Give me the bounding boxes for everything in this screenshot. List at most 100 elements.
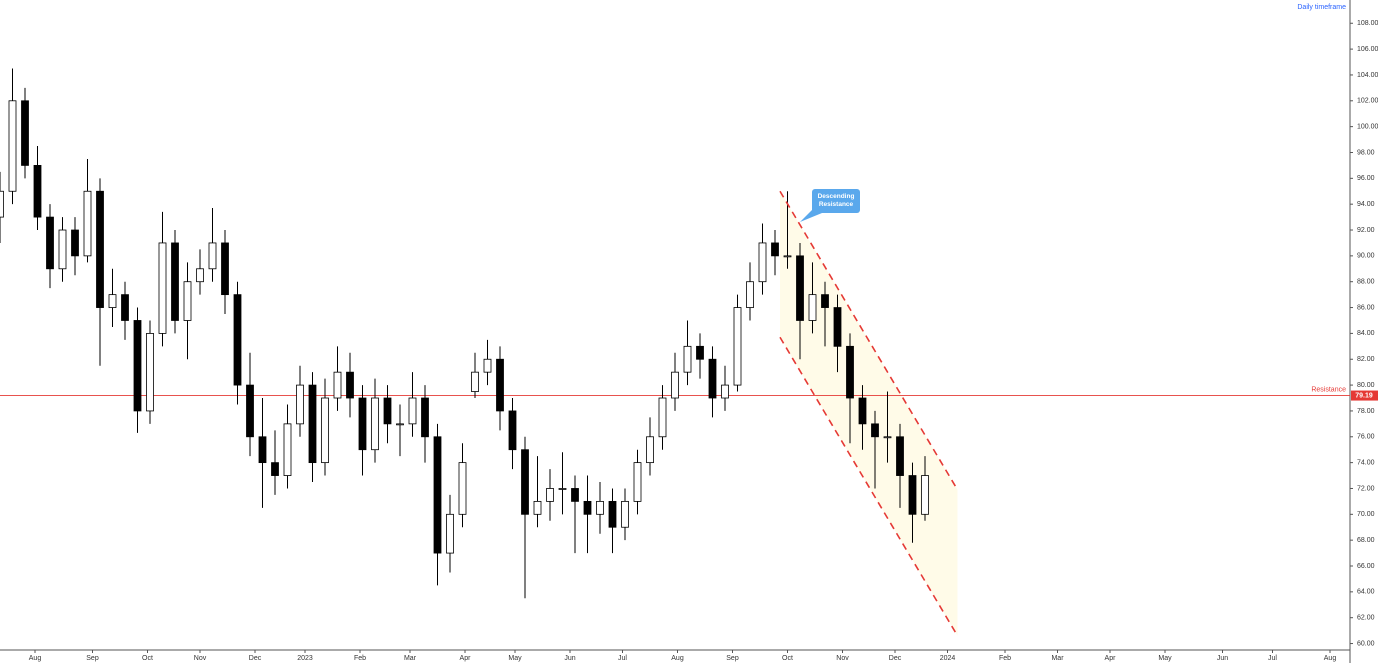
x-tick-label: Sep	[86, 655, 99, 662]
y-tick-label: 86.00	[1357, 304, 1375, 311]
candle-body	[121, 294, 129, 321]
candle-body	[458, 462, 467, 515]
y-tick-label: 80.00	[1357, 382, 1375, 389]
candle-body	[208, 242, 217, 270]
candle-body	[671, 371, 679, 399]
candle-body	[8, 100, 17, 192]
candle-body	[246, 384, 254, 438]
candle-body	[196, 268, 204, 283]
y-tick-label: 104.00	[1357, 72, 1378, 79]
candle-body	[596, 500, 604, 515]
y-tick-label: 76.00	[1357, 434, 1375, 441]
y-tick-label: 96.00	[1357, 175, 1375, 182]
candle-body	[258, 436, 267, 464]
x-tick-label: Nov	[194, 655, 207, 662]
candle-body	[171, 242, 179, 321]
candle-body	[283, 423, 292, 476]
candle-body	[21, 100, 29, 166]
candle-body	[308, 384, 317, 464]
price-tag	[1351, 390, 1378, 401]
candle-body	[908, 475, 917, 515]
x-tick-label: Mar	[1051, 655, 1064, 662]
y-tick-label: 106.00	[1357, 46, 1378, 53]
candle-body	[46, 216, 54, 270]
candle-body	[583, 500, 592, 515]
y-tick-label: 78.00	[1357, 408, 1375, 415]
y-tick-label: 98.00	[1357, 149, 1375, 156]
candle-body	[608, 500, 617, 528]
candle-body	[183, 281, 192, 321]
candle-body	[546, 488, 554, 502]
x-tick-label: Dec	[249, 655, 262, 662]
channel-lower	[779, 336, 959, 637]
candle-body	[783, 255, 792, 258]
timeframe-label: Daily timeframe	[1297, 4, 1346, 11]
candle-body	[421, 397, 429, 438]
candle-body	[333, 371, 342, 399]
x-tick-label: Mar	[404, 655, 417, 662]
x-tick-label: May	[508, 655, 522, 662]
candle-body	[83, 190, 92, 257]
candle-body	[496, 358, 504, 412]
x-tick-label: Oct	[782, 655, 793, 662]
channel-upper	[779, 190, 959, 491]
x-tick-label: Aug	[671, 655, 684, 662]
candle-body	[871, 423, 879, 438]
candle-body	[321, 397, 329, 464]
candle-body	[483, 358, 492, 373]
candle-body	[158, 242, 167, 334]
y-tick-label: 82.00	[1357, 356, 1375, 363]
candle-body	[33, 165, 42, 218]
y-tick-label: 68.00	[1357, 537, 1375, 544]
candle-body	[721, 384, 729, 399]
candle-body	[921, 475, 929, 515]
y-tick-label: 74.00	[1357, 459, 1375, 466]
candle-body	[346, 371, 354, 399]
candle-body	[396, 423, 404, 426]
y-tick-label: 94.00	[1357, 201, 1375, 208]
x-tick-label: Oct	[142, 655, 153, 662]
y-tick-label: 108.00	[1357, 20, 1378, 27]
candle-body	[271, 462, 279, 476]
candle-body	[733, 307, 742, 386]
candle-body	[746, 281, 754, 308]
candle-body	[821, 294, 829, 308]
candle-body	[471, 371, 479, 392]
callout: Descending Resistance	[812, 189, 860, 213]
candle-body	[58, 229, 67, 270]
candle-body	[96, 190, 104, 308]
candle-body	[658, 397, 667, 438]
candle-body	[508, 410, 517, 451]
x-tick-label: Feb	[354, 655, 366, 662]
y-tick-label: 84.00	[1357, 330, 1375, 337]
candle-body	[358, 397, 367, 451]
channel-fill	[780, 191, 958, 636]
x-tick-label: Sep	[726, 655, 739, 662]
candle-body	[408, 397, 417, 425]
candle-body	[558, 488, 567, 490]
y-tick-label: 102.00	[1357, 98, 1378, 105]
x-tick-label: Jul	[1268, 655, 1277, 662]
y-tick-label: 88.00	[1357, 279, 1375, 286]
candle-body	[133, 320, 142, 412]
y-tick-label: 60.00	[1357, 640, 1375, 647]
x-tick-label: Jun	[564, 655, 575, 662]
candle-body	[883, 436, 892, 439]
y-tick-label: 66.00	[1357, 563, 1375, 570]
candle-body	[296, 384, 304, 425]
candle-body	[533, 500, 542, 515]
candle-body	[896, 436, 904, 476]
candle-body	[521, 449, 529, 515]
candle-body	[221, 242, 229, 296]
candle-body	[808, 294, 817, 321]
y-tick-label: 70.00	[1357, 511, 1375, 518]
y-tick-label: 90.00	[1357, 253, 1375, 260]
x-tick-label: Jun	[1217, 655, 1228, 662]
y-tick-label: 100.00	[1357, 123, 1378, 130]
x-tick-label: Aug	[1324, 655, 1337, 662]
x-tick-label: Nov	[836, 655, 849, 662]
candle-body	[0, 190, 4, 218]
x-tick-label: Jul	[618, 655, 627, 662]
